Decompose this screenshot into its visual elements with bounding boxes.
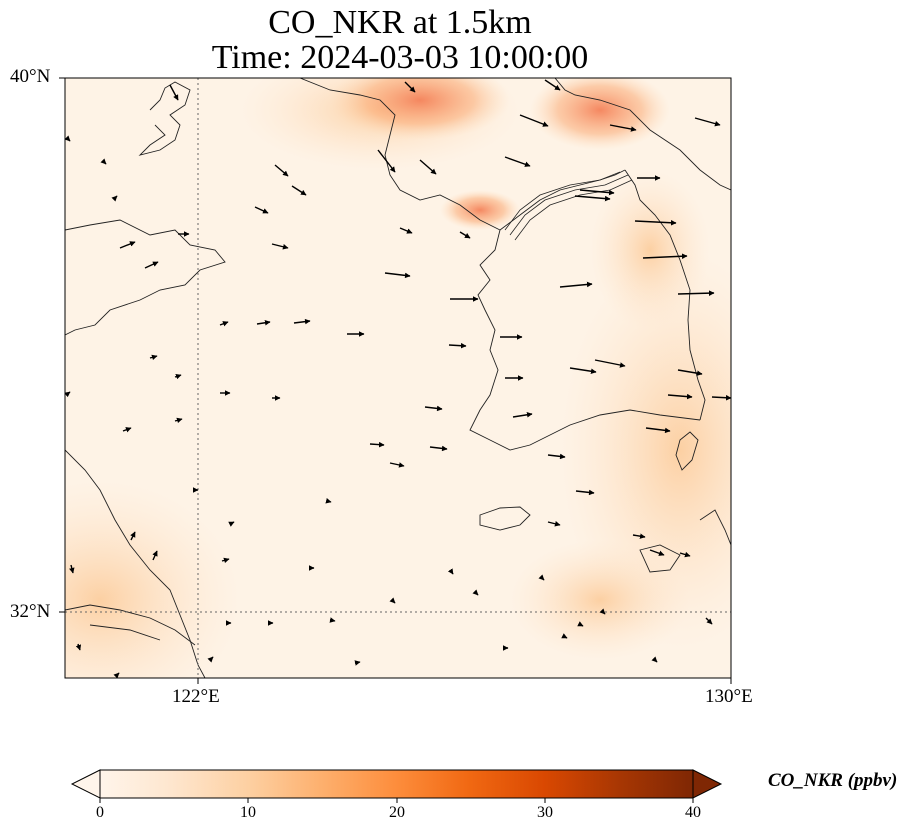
colorbar-high-extend	[692, 769, 723, 799]
wind-arrow	[459, 231, 471, 239]
wind-arrow	[291, 185, 307, 196]
wind-arrow	[221, 557, 230, 564]
wind-arrow	[577, 621, 584, 627]
wind-arrow	[504, 156, 531, 167]
wind-arrow	[169, 84, 179, 101]
wind-arrow	[174, 417, 183, 424]
wind-arrow	[65, 391, 71, 398]
wind-arrow	[377, 149, 396, 173]
map-title-line1: CO_NKR at 1.5km	[268, 4, 532, 41]
wind-arrow	[369, 441, 385, 448]
map-frame	[64, 77, 732, 679]
wind-arrow	[634, 219, 677, 226]
wind-arrow	[152, 550, 158, 561]
wind-arrow	[207, 656, 214, 663]
wind-arrow	[677, 369, 703, 376]
wind-arrow	[472, 589, 479, 596]
wind-arrow	[649, 549, 665, 556]
axis-tick-marks	[59, 77, 732, 684]
wind-arrow	[254, 206, 269, 214]
wind-vectors	[65, 79, 731, 678]
wind-arrow	[424, 405, 443, 412]
lon-tick-122: 122°E	[172, 686, 220, 707]
wind-arrow	[559, 281, 593, 288]
wind-arrow	[293, 318, 311, 325]
wind-arrow	[642, 253, 688, 260]
lat-tick-32: 32°N	[10, 601, 51, 622]
wind-arrow	[609, 124, 637, 132]
wind-arrow	[75, 643, 82, 651]
wind-arrow	[677, 290, 715, 296]
wind-arrow	[419, 159, 437, 175]
wind-arrow	[667, 393, 693, 400]
colorbar-tick-10: 10	[240, 804, 256, 821]
colorbar-tick-20: 20	[389, 804, 405, 821]
wind-arrow	[130, 531, 136, 541]
wind-arrow	[544, 79, 561, 91]
wind-arrow	[119, 241, 136, 249]
colorbar-gradient	[99, 769, 694, 799]
wind-arrow	[325, 498, 332, 504]
wind-arrow	[404, 81, 416, 93]
wind-arrow	[399, 227, 413, 234]
wind-arrow	[547, 453, 566, 460]
wind-arrow	[113, 672, 120, 678]
wind-arrow	[519, 114, 549, 127]
colorbar-tick-0: 0	[96, 804, 104, 821]
wind-arrow	[256, 319, 271, 326]
wind-arrow	[569, 367, 597, 375]
wind-arrow	[429, 445, 448, 452]
wind-arrow	[575, 489, 595, 496]
wind-arrow	[574, 195, 611, 202]
wind-arrow	[149, 354, 158, 361]
wind-arrow	[274, 164, 289, 177]
wind-arrow	[389, 462, 405, 468]
colorbar-low-extend	[70, 769, 101, 799]
wind-arrow	[100, 158, 107, 165]
wind-arrow	[594, 359, 626, 368]
wind-arrow	[354, 660, 361, 666]
wind-arrow	[111, 195, 118, 202]
wind-arrow	[174, 373, 182, 380]
colorbar-ticks	[99, 798, 694, 803]
wind-arrow	[228, 521, 235, 527]
concentration-field	[65, 78, 731, 678]
wind-arrow	[512, 412, 533, 418]
wind-arrow	[694, 117, 721, 127]
wind-arrow	[447, 568, 454, 575]
wind-arrow	[599, 608, 606, 615]
wind-arrow	[579, 189, 615, 196]
wind-arrow	[219, 321, 229, 327]
wind-arrow	[65, 135, 71, 142]
wind-arrow	[144, 261, 159, 269]
wind-arrow	[645, 427, 671, 434]
wind-arrow	[632, 533, 646, 539]
wind-arrow	[547, 521, 561, 527]
wind-arrow	[271, 243, 289, 250]
wind-arrow	[651, 656, 658, 663]
colorbar	[70, 769, 723, 803]
colorbar-label: CO_NKR (ppbv)	[768, 770, 898, 791]
wind-arrow	[561, 633, 568, 639]
wind-arrow	[329, 617, 336, 623]
coastlines	[65, 78, 731, 678]
wind-arrow	[705, 617, 713, 625]
wind-arrow	[448, 342, 467, 349]
colorbar-tick-40: 40	[685, 804, 701, 821]
map-title-line2: Time: 2024-03-03 10:00:00	[211, 39, 589, 76]
wind-arrow	[122, 427, 132, 433]
wind-arrow	[69, 564, 75, 574]
gridlines	[65, 78, 731, 678]
wind-arrow	[679, 551, 691, 558]
wind-arrow	[389, 597, 396, 604]
map-area	[65, 78, 731, 678]
lon-tick-130: 130°E	[705, 686, 753, 707]
wind-arrow	[711, 394, 731, 401]
wind-arrow	[384, 272, 411, 279]
wind-arrow	[538, 574, 545, 581]
lat-tick-40: 40°N	[10, 66, 51, 87]
colorbar-tick-30: 30	[537, 804, 553, 821]
